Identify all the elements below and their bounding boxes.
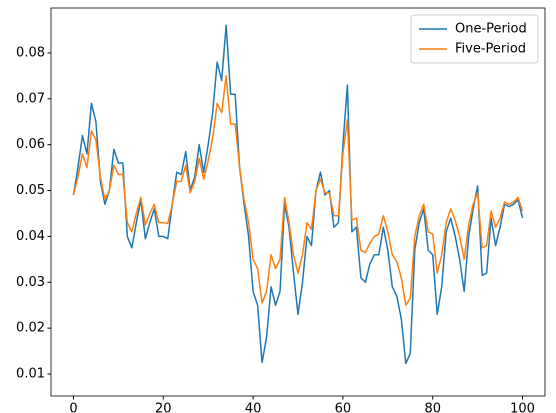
x-tick-label: 40 — [245, 402, 262, 413]
legend-label: Five-Period — [455, 42, 526, 57]
x-tick-label: 60 — [335, 402, 352, 413]
y-tick-label: 0.03 — [16, 275, 45, 290]
y-tick-label: 0.06 — [16, 137, 45, 152]
x-tick-label: 100 — [510, 402, 535, 413]
legend-label: One-Period — [455, 22, 527, 37]
x-tick-label: 0 — [69, 402, 77, 413]
line-series — [72, 24, 524, 365]
y-tick-label: 0.05 — [16, 183, 45, 198]
line-series — [72, 75, 524, 306]
y-tick-label: 0.02 — [16, 321, 45, 336]
y-tick-label: 0.07 — [16, 91, 45, 106]
y-tick-label: 0.01 — [16, 366, 45, 381]
plot-frame — [50, 7, 546, 397]
x-tick-label: 80 — [424, 402, 441, 413]
legend-box — [410, 14, 539, 64]
x-tick-label: 20 — [155, 402, 172, 413]
y-tick-label: 0.04 — [16, 229, 45, 244]
y-tick-label: 0.08 — [16, 45, 45, 60]
